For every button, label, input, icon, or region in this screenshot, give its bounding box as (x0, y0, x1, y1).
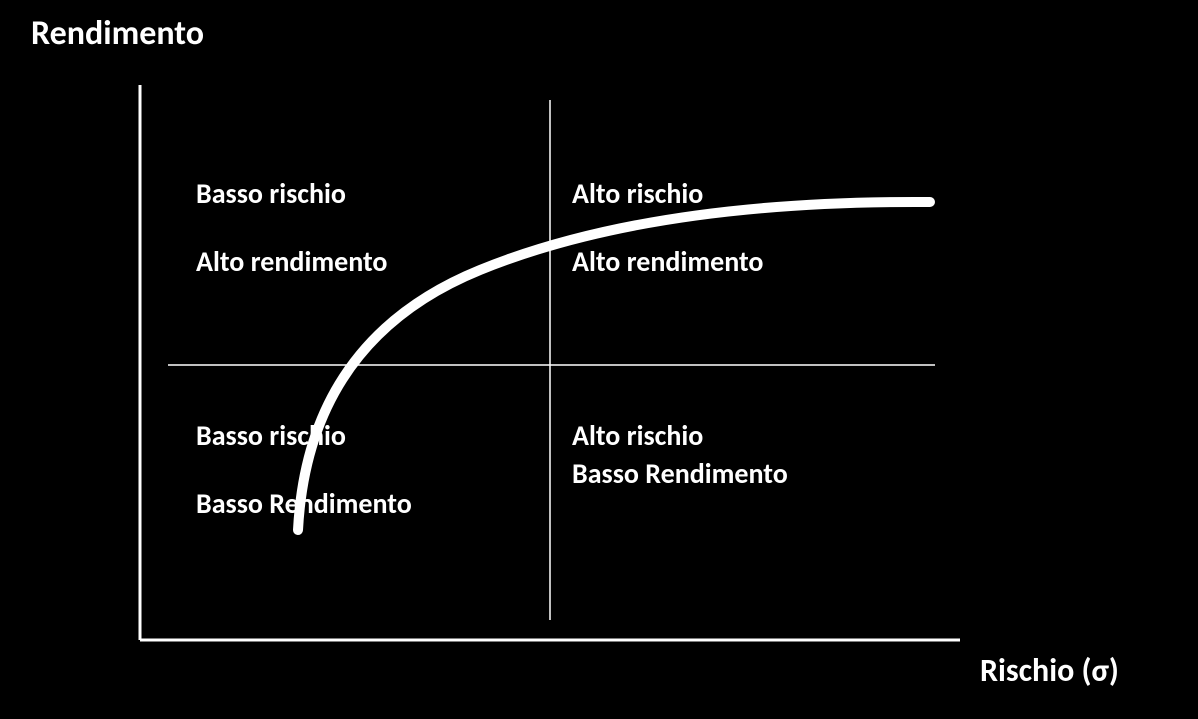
efficient-frontier-curve (298, 202, 930, 530)
chart-canvas (0, 0, 1198, 719)
